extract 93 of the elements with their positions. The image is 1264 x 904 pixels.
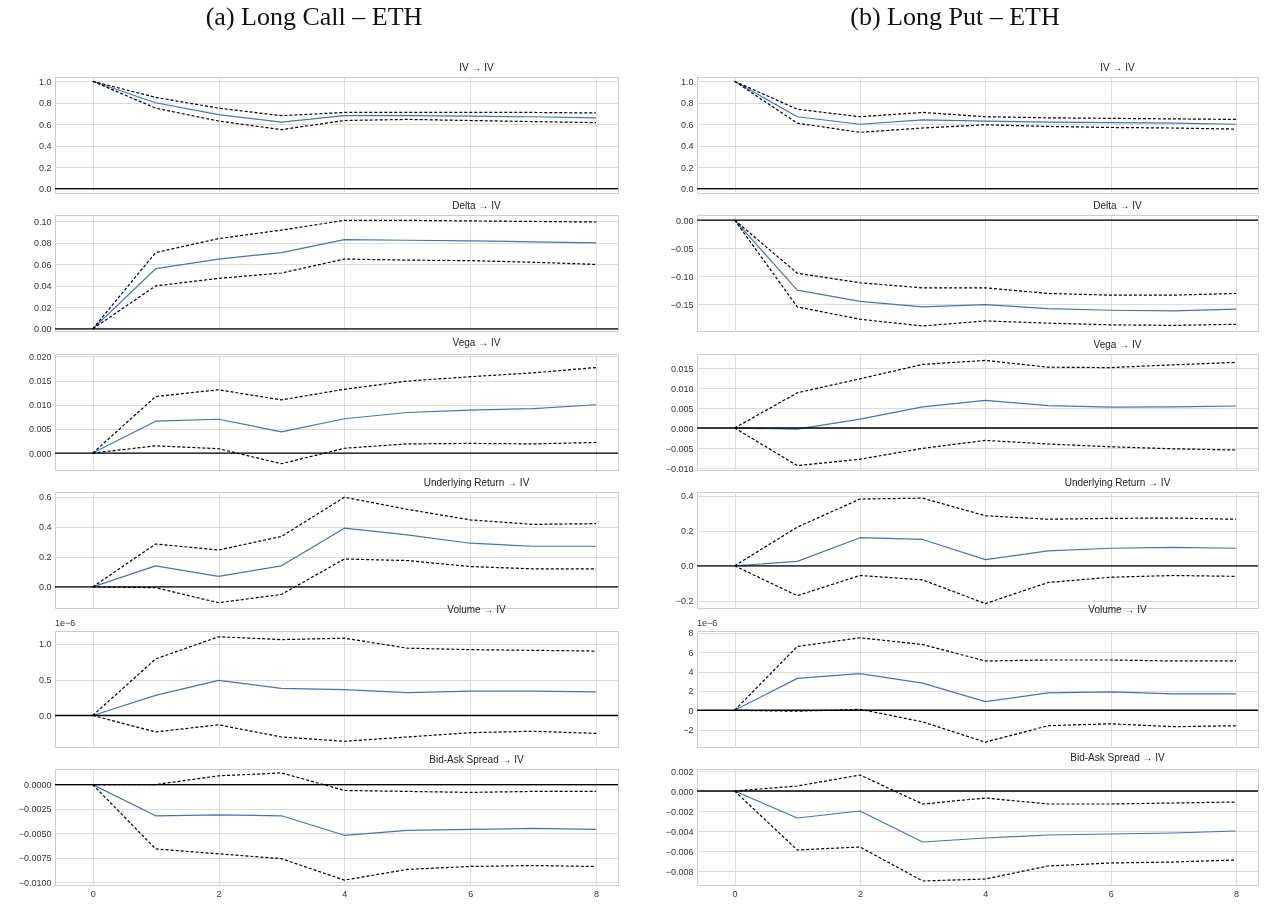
y-tick-label: 0.08 [33, 238, 52, 249]
y-tick-label: −0.0100 [18, 877, 52, 888]
y-tick-label: 0.0 [38, 184, 52, 195]
y-tick-label: 8 [688, 628, 694, 639]
y-tick-label: 0.10 [33, 217, 52, 228]
chart-subtitle: Delta → IV [1093, 200, 1142, 212]
chart-subtitle: Volume → IV [447, 603, 507, 615]
y-tick-label: 0.002 [670, 766, 694, 777]
x-tick-label: 2 [216, 888, 222, 899]
y-tick-label: 0.0 [38, 710, 52, 721]
chart-subtitle: Underlying Return → IV [1064, 476, 1171, 488]
y-tick-label: 0.6 [38, 119, 52, 130]
x-tick-label: 0 [732, 888, 738, 899]
y-tick-label: 0.06 [33, 260, 52, 271]
y-tick-label: 0.4 [38, 522, 52, 533]
y-tick-label: 0.0000 [23, 780, 52, 791]
line-series [92, 679, 597, 716]
x-tick-label: 4 [983, 888, 989, 899]
y-tick-label: −0.010 [665, 463, 694, 474]
y-tick-label: 0.010 [670, 383, 694, 394]
y-tick-label: 0.4 [680, 491, 694, 502]
y-tick-label: 0.5 [38, 674, 52, 685]
y-tick-label: −0.008 [665, 866, 694, 877]
chart-subtitle: IV → IV [459, 62, 495, 73]
y-tick-label: 0.2 [680, 526, 694, 537]
y-tick-label: 1.0 [38, 76, 52, 87]
y-tick-label: −0.0050 [18, 828, 52, 839]
y-tick-label: 0.8 [680, 98, 694, 109]
y-tick-label: −0.2 [675, 596, 694, 607]
y-tick-label: −0.0025 [18, 804, 52, 815]
y-tick-label: 0.0 [680, 184, 694, 195]
y-tick-label: 0.0 [38, 582, 52, 593]
y-tick-label: 0.00 [675, 215, 694, 226]
chart-subtitle: Bid-Ask Spread → IV [1070, 752, 1166, 763]
chart-subtitle: Vega → IV [1093, 338, 1142, 350]
x-tick-label: 8 [593, 888, 599, 899]
y-tick-label: 0.0 [680, 561, 694, 572]
chart-title: (b) Long Put – ETH [849, 2, 1061, 32]
x-tick-label: 0 [90, 888, 96, 899]
x-tick-label: 8 [1234, 888, 1240, 899]
y-tick-label: 1.0 [38, 638, 52, 649]
line-series [92, 527, 597, 588]
y-tick-label: −0.002 [665, 806, 694, 817]
y-tick-label: 0.2 [38, 162, 52, 173]
y-tick-label: 0.015 [28, 375, 52, 386]
chart-title: (a) Long Call – ETH [204, 2, 424, 32]
chart-subtitle: IV → IV [1100, 62, 1136, 73]
y-tick-label: 0.6 [680, 119, 694, 130]
y-tick-label: 0.04 [33, 281, 52, 292]
y-tick-label: −0.10 [670, 271, 694, 282]
chart-subtitle: Delta → IV [452, 200, 501, 212]
y-tick-label: −0.0075 [18, 853, 52, 864]
line-series [92, 403, 597, 454]
y-tick-label: 0.4 [38, 141, 52, 152]
chart-subtitle: Volume → IV [1088, 603, 1148, 615]
y-tick-label: −2 [683, 724, 694, 735]
y-tick-label: 0.000 [670, 423, 694, 434]
text: 1e−6 [55, 617, 76, 628]
y-tick-label: 0.02 [33, 303, 52, 314]
y-tick-label: 6 [688, 647, 694, 658]
y-tick-label: −0.15 [670, 299, 694, 310]
y-tick-label: 0.4 [680, 141, 694, 152]
y-tick-label: −0.005 [665, 443, 694, 454]
y-tick-label: 0.6 [38, 492, 52, 503]
line-series [92, 784, 597, 836]
y-tick-label: −0.006 [665, 846, 694, 857]
line-series [734, 790, 1237, 843]
chart-subtitle: Bid-Ask Spread → IV [429, 754, 525, 765]
x-tick-label: 6 [468, 888, 474, 899]
y-tick-label: −0.05 [670, 243, 694, 254]
chart-subtitle: Vega → IV [452, 337, 501, 349]
y-tick-label: 0.010 [28, 400, 52, 411]
x-tick-label: 4 [342, 888, 348, 899]
chart-subtitle: Underlying Return → IV [423, 477, 530, 489]
y-tick-label: 0.000 [28, 448, 52, 459]
y-tick-label: 2 [688, 686, 694, 697]
y-tick-label: −0.004 [665, 826, 694, 837]
y-tick-label: 0.00 [33, 324, 52, 335]
line-series [734, 672, 1237, 711]
y-tick-label: 0.005 [28, 424, 52, 435]
y-tick-label: 0.8 [38, 98, 52, 109]
x-tick-label: 6 [1108, 888, 1114, 899]
y-tick-label: 0.2 [680, 162, 694, 173]
y-tick-label: 0.000 [670, 786, 694, 797]
y-tick-label: 0.005 [670, 403, 694, 414]
y-tick-label: 1.0 [680, 76, 694, 87]
x-tick-label: 2 [857, 888, 863, 899]
y-tick-label: 0.015 [670, 363, 694, 374]
text: 1e−6 [697, 617, 718, 628]
y-tick-label: 0.2 [38, 552, 52, 563]
y-tick-label: 0.020 [28, 351, 52, 362]
y-tick-label: 0 [688, 705, 694, 716]
y-tick-label: 4 [688, 666, 694, 677]
